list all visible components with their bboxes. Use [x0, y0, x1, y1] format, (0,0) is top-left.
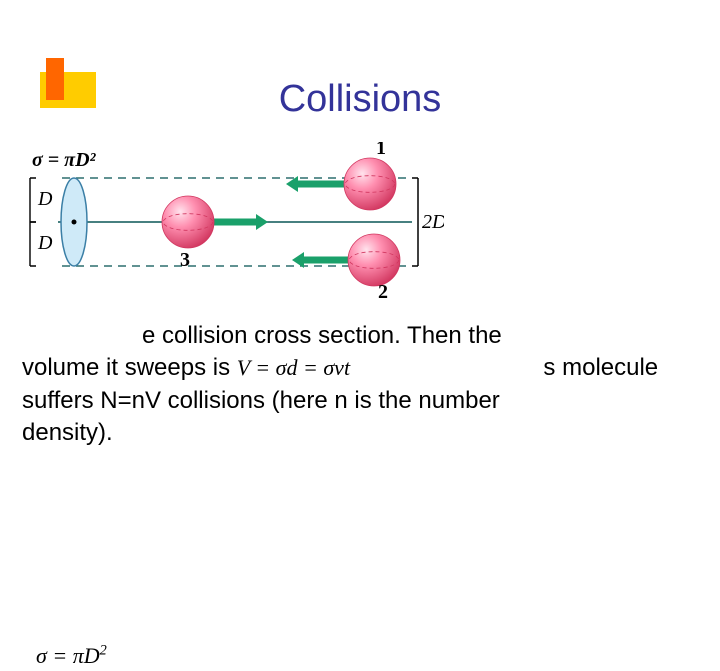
- svg-text:D: D: [37, 232, 53, 254]
- svg-text:3: 3: [180, 249, 190, 271]
- collision-diagram: 2D DDσ = πD² 1 2 3: [14, 142, 444, 302]
- formula-V: V = σd = σvt: [237, 355, 350, 380]
- body-paragraph: σ = πD2 e collision cross section. Then …: [22, 320, 682, 450]
- svg-text:2D: 2D: [422, 211, 444, 233]
- svg-text:D: D: [37, 188, 53, 210]
- svg-text:σ = πD²: σ = πD²: [32, 149, 97, 171]
- svg-text:2: 2: [378, 281, 388, 302]
- svg-text:1: 1: [376, 142, 386, 159]
- formula-sigma-overlay: σ = πD2: [36, 641, 107, 671]
- slide-title: Collisions: [0, 78, 720, 121]
